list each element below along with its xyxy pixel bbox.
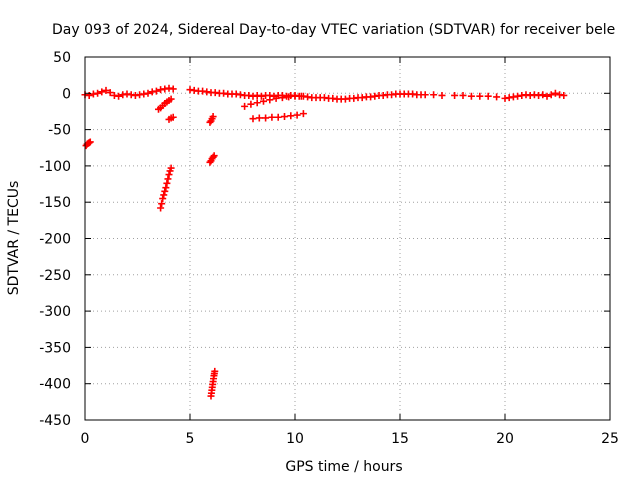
series-arc-6h-a [206, 113, 217, 126]
series-arc-4h-short [165, 113, 177, 123]
series-arc-6h-deep [207, 367, 219, 400]
data-point [247, 100, 255, 108]
data-point [262, 114, 270, 122]
data-point [278, 94, 286, 102]
y-tick-label: 0 [62, 86, 71, 102]
data-point [291, 92, 299, 100]
y-tick-label: -50 [48, 123, 71, 139]
data-point [106, 89, 114, 97]
data-point [157, 204, 165, 212]
series-baseline-a [81, 84, 177, 100]
y-tick-label: -350 [39, 340, 71, 356]
x-tick-label: 5 [186, 431, 195, 447]
x-tick-label: 20 [496, 431, 514, 447]
data-point [162, 184, 170, 192]
data-point [169, 85, 177, 93]
y-tick-label: -250 [39, 268, 71, 284]
data-point [438, 91, 446, 99]
data-point [467, 92, 475, 100]
data-point [249, 115, 257, 123]
x-tick-label: 15 [391, 431, 409, 447]
y-tick-label: -400 [39, 377, 71, 393]
y-tick-label: -150 [39, 195, 71, 211]
data-point [547, 91, 555, 99]
data-point [152, 87, 160, 95]
y-tick-label: -450 [39, 413, 71, 429]
data-point [551, 89, 559, 97]
data-point [98, 88, 106, 96]
x-tick-label: 0 [81, 431, 90, 447]
data-point [285, 93, 293, 101]
series-arc-steep [157, 164, 175, 212]
data-point [167, 164, 175, 172]
x-tick-label: 25 [601, 431, 619, 447]
data-point [421, 91, 429, 99]
series-track-8-10h-low [249, 110, 307, 123]
data-point [206, 118, 214, 126]
series-baseline-c [241, 89, 568, 103]
y-tick-label: -200 [39, 232, 71, 248]
data-point [160, 191, 168, 199]
data-point [272, 94, 280, 102]
data-point [253, 99, 261, 107]
data-point [102, 86, 110, 94]
data-point [539, 91, 547, 99]
x-tick-labels: 0 5 10 15 20 25 [81, 431, 619, 447]
data-point [451, 91, 459, 99]
data-point [86, 138, 94, 146]
data-point [255, 114, 263, 122]
data-point [167, 95, 175, 103]
data-point [241, 102, 249, 110]
data-point [287, 112, 295, 120]
y-tick-label: -300 [39, 304, 71, 320]
data-point [159, 195, 167, 203]
data-point [210, 152, 218, 160]
axis-ticks [84, 56, 611, 421]
data-point [209, 153, 217, 161]
y-tick-labels: 50 0 -50 -100 -150 -200 -250 -300 -350 -400 -450 [39, 50, 71, 429]
data-point [115, 92, 123, 100]
x-axis-label: GPS time / hours [285, 459, 402, 475]
data-point [560, 91, 568, 99]
series-baseline-b [186, 86, 244, 99]
data-point [274, 113, 282, 121]
data-point [299, 110, 307, 118]
data-point [158, 200, 166, 208]
chart-title: Day 093 of 2024, Sidereal Day-to-day VTE… [52, 22, 615, 38]
data-point [161, 187, 169, 195]
data-point [266, 96, 274, 104]
data-point [476, 92, 484, 100]
data-point [211, 367, 219, 375]
data-point [260, 97, 267, 105]
data-point [459, 91, 467, 99]
data-point [297, 92, 305, 100]
data-point [293, 111, 301, 119]
data-point [163, 179, 171, 187]
data-point [484, 92, 492, 100]
data-point [206, 158, 214, 166]
data-point [430, 91, 438, 99]
data-point [169, 113, 177, 121]
data-point [493, 93, 501, 101]
series-arc-start [82, 138, 94, 150]
data-point [94, 89, 102, 97]
series-arc-3-4h [155, 95, 175, 113]
data-point [543, 92, 551, 100]
y-tick-label: -100 [39, 159, 71, 175]
plot-frame [84, 56, 611, 421]
data-point [144, 89, 152, 97]
data-points [81, 84, 568, 400]
data-point [281, 113, 288, 121]
data-point [209, 113, 217, 121]
series-track-7-10h [241, 92, 305, 110]
series-arc-6h-b [206, 152, 218, 166]
data-point [164, 175, 172, 183]
grid-lines [85, 57, 610, 420]
y-tick-label: 50 [53, 50, 71, 66]
y-axis-label: SDTVAR / TECUs [6, 181, 22, 296]
data-point [165, 171, 173, 179]
data-point [268, 113, 276, 121]
x-tick-label: 10 [286, 431, 304, 447]
